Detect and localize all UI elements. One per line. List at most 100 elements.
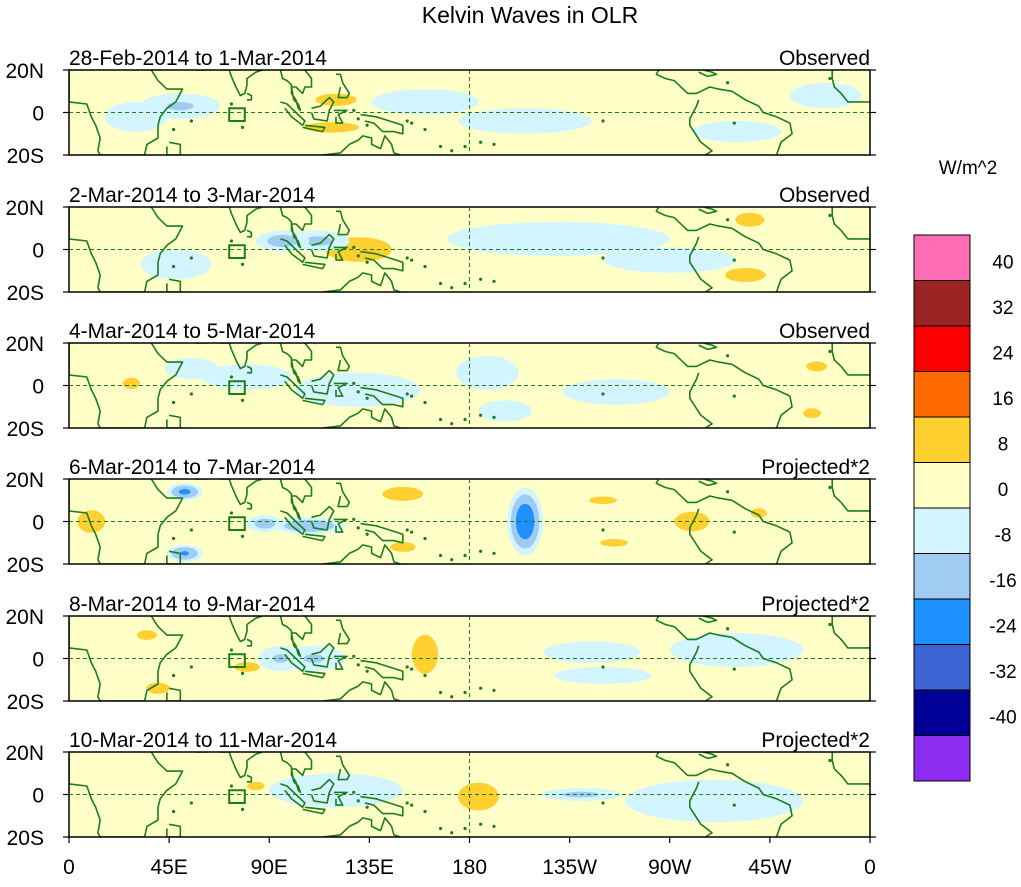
colorbar-swatch bbox=[913, 234, 971, 281]
contour-band bbox=[803, 408, 822, 418]
island bbox=[189, 801, 193, 805]
coastline-segment bbox=[698, 207, 718, 215]
coastline-segment bbox=[220, 70, 263, 97]
coastline-segment bbox=[322, 544, 401, 564]
island bbox=[189, 528, 193, 532]
index-box bbox=[228, 380, 246, 395]
coastline-segment bbox=[166, 278, 182, 292]
coastline-segment bbox=[360, 113, 404, 135]
coastline-segment bbox=[280, 510, 306, 536]
longitude-label: 180 bbox=[452, 856, 487, 879]
island bbox=[171, 400, 176, 405]
colorbar-tick-label: 32 bbox=[992, 298, 1013, 319]
map-panel: 20N 0 20S 8-Mar-2014 to 9-Mar-2014 Projected… bbox=[5, 593, 876, 714]
anomaly-field bbox=[296, 372, 421, 407]
anomaly-field bbox=[246, 515, 283, 533]
colorbar-swatch bbox=[913, 371, 971, 418]
coastline-segment bbox=[166, 550, 182, 564]
latitude-label: 0 bbox=[32, 240, 44, 263]
island bbox=[601, 801, 605, 805]
contour-band bbox=[411, 634, 439, 674]
coastline-segment bbox=[360, 795, 404, 817]
coastline-segment bbox=[69, 207, 184, 292]
island bbox=[828, 485, 832, 490]
coastline-segment bbox=[246, 774, 253, 783]
coastline-segment bbox=[310, 505, 335, 531]
contour-band bbox=[589, 496, 617, 505]
coastline-segment bbox=[322, 817, 401, 837]
latitude-label: 20N bbox=[5, 469, 44, 492]
contour-band bbox=[178, 489, 191, 495]
index-box bbox=[228, 244, 246, 259]
island bbox=[828, 76, 832, 81]
panel-type-label: Observed bbox=[779, 184, 870, 207]
contour-band bbox=[296, 372, 421, 407]
island bbox=[463, 690, 467, 695]
island bbox=[365, 669, 369, 673]
coastline-segment bbox=[831, 343, 870, 376]
island bbox=[423, 264, 427, 269]
island bbox=[492, 688, 496, 692]
contour-band bbox=[254, 518, 276, 529]
coastline-segment bbox=[336, 346, 351, 372]
anomaly-field bbox=[255, 230, 310, 252]
coastline-segment bbox=[302, 806, 326, 815]
island bbox=[732, 803, 736, 807]
anomaly-field bbox=[390, 542, 416, 552]
index-box bbox=[228, 107, 246, 122]
island bbox=[229, 239, 234, 243]
contour-band bbox=[202, 364, 292, 390]
coastline-segment bbox=[166, 823, 182, 837]
coastline-segment bbox=[302, 397, 326, 406]
colorbar-tick-label: 8 bbox=[998, 435, 1009, 456]
anomaly-field bbox=[589, 496, 617, 505]
anomaly-field bbox=[692, 121, 781, 143]
island bbox=[240, 125, 245, 129]
index-box bbox=[228, 653, 246, 668]
coastline-segment bbox=[360, 659, 404, 681]
island bbox=[405, 119, 409, 123]
island bbox=[463, 826, 467, 831]
index-box bbox=[228, 516, 246, 531]
coastline-segment bbox=[333, 246, 348, 261]
coastline-segment bbox=[69, 479, 184, 564]
coastline-segment bbox=[333, 518, 348, 533]
contour-band bbox=[247, 781, 265, 791]
coastline bbox=[69, 70, 870, 155]
island bbox=[479, 822, 483, 826]
coastline-segment bbox=[698, 343, 718, 351]
contour-band bbox=[146, 682, 170, 694]
panel-date-range: 8-Mar-2014 to 9-Mar-2014 bbox=[69, 593, 316, 616]
coastline-segment bbox=[655, 343, 793, 428]
contour-band bbox=[789, 82, 862, 109]
contour-band bbox=[164, 357, 219, 380]
longitude-label: 0 bbox=[63, 856, 75, 879]
island bbox=[601, 528, 605, 532]
contour-band bbox=[750, 508, 767, 518]
longitude-label: 45E bbox=[150, 856, 187, 879]
anomaly-field bbox=[478, 400, 532, 422]
longitude-label: 90W bbox=[648, 856, 691, 879]
coastline-segment bbox=[655, 479, 793, 564]
island bbox=[189, 392, 193, 396]
contour-band bbox=[140, 249, 212, 280]
panel-date-range: 6-Mar-2014 to 7-Mar-2014 bbox=[69, 456, 316, 479]
coastline bbox=[69, 343, 870, 428]
island bbox=[352, 790, 356, 794]
coastline-segment bbox=[280, 647, 306, 673]
contour-band bbox=[735, 212, 765, 227]
coastline-segment bbox=[310, 642, 335, 668]
colorbar-swatch bbox=[913, 325, 971, 372]
coastline-segment bbox=[333, 382, 348, 397]
coastline-segment bbox=[69, 616, 184, 701]
anomaly-field bbox=[735, 212, 765, 227]
coastline-segment bbox=[69, 70, 184, 155]
coastline-segment bbox=[333, 109, 348, 124]
coastline-segment bbox=[279, 616, 313, 658]
panel-type-label: Projected*2 bbox=[761, 593, 870, 616]
island bbox=[732, 667, 736, 671]
island bbox=[365, 532, 369, 536]
contour-band bbox=[806, 361, 827, 372]
coastline-segment bbox=[220, 343, 263, 370]
contour-band bbox=[269, 773, 403, 808]
